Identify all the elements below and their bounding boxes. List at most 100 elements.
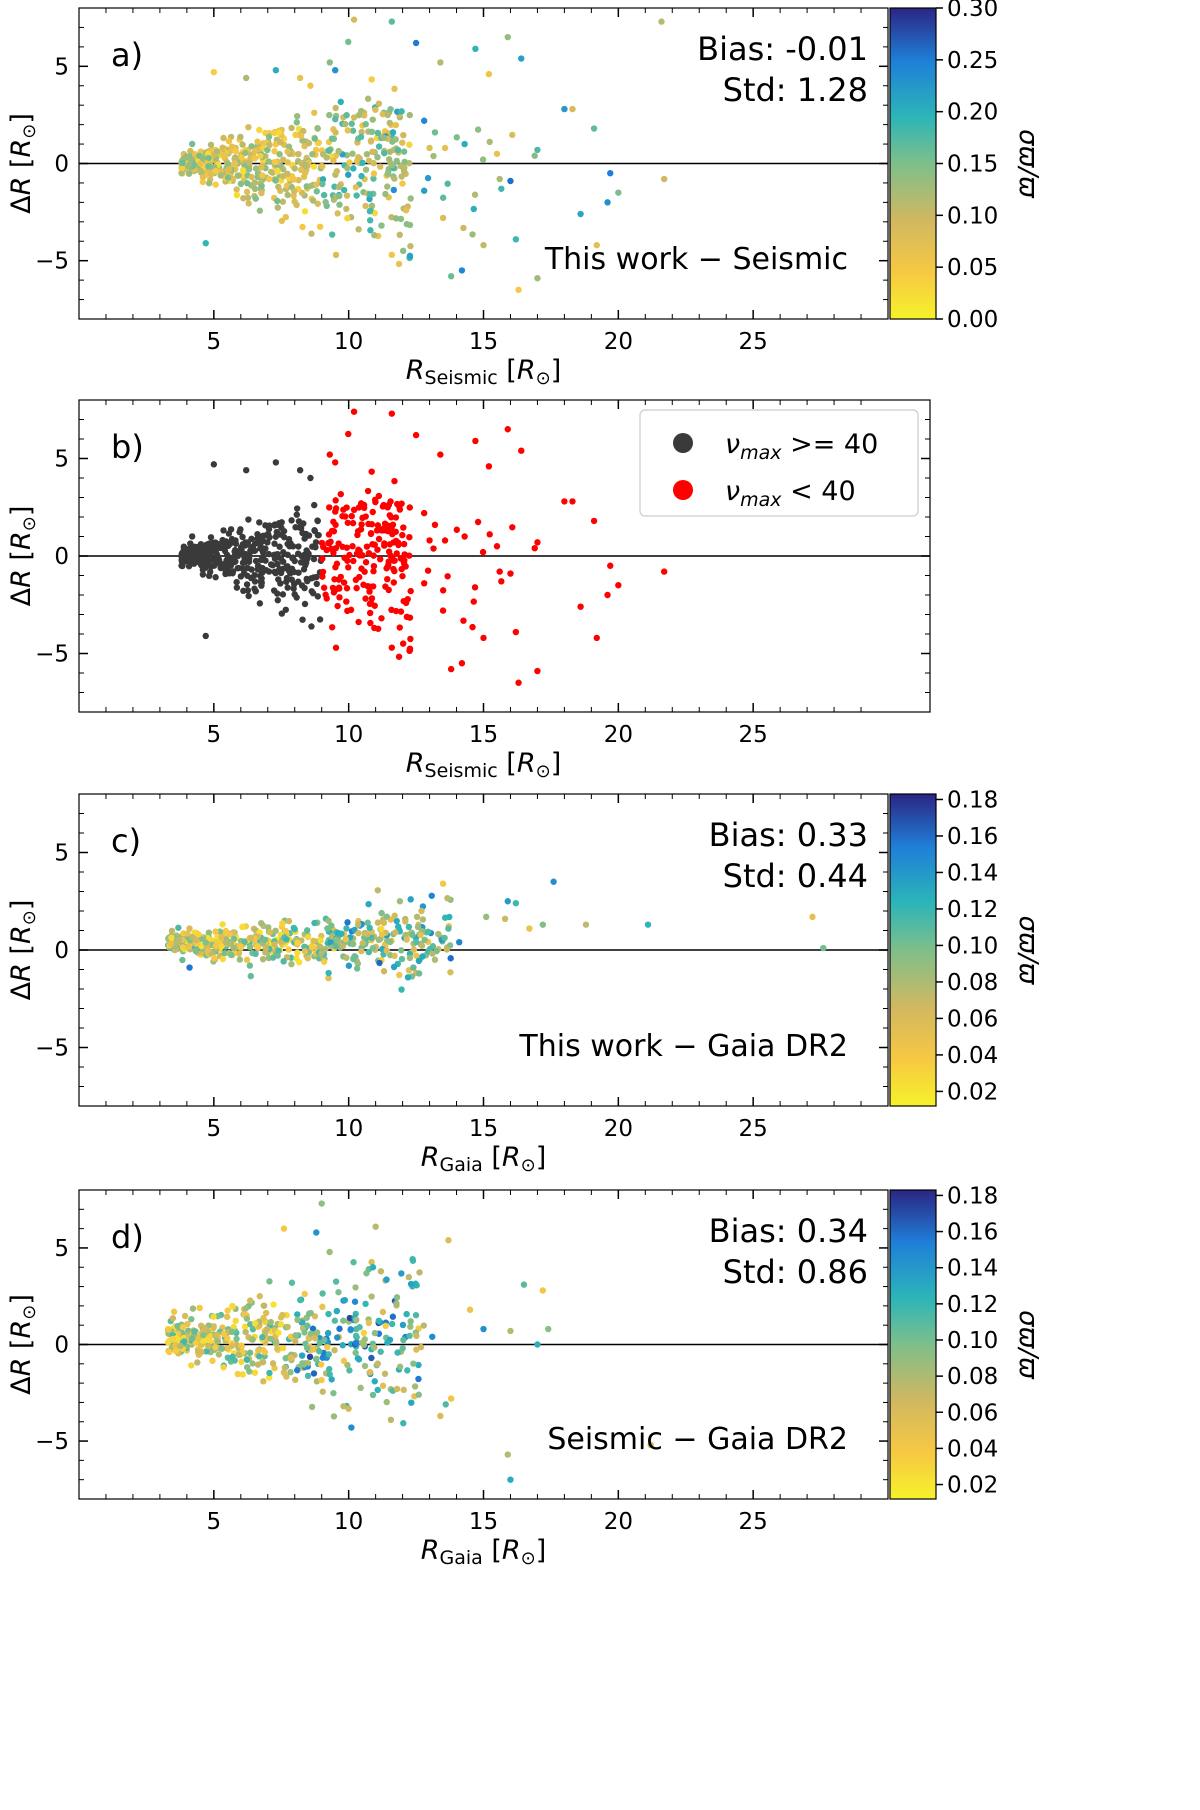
- data-point: [205, 572, 213, 580]
- data-point: [371, 1329, 379, 1337]
- data-point: [174, 1322, 181, 1330]
- data-point: [368, 1293, 375, 1300]
- data-point: [355, 618, 362, 626]
- data-point: [534, 146, 541, 154]
- data-point: [397, 608, 405, 615]
- data-point: [219, 921, 226, 928]
- data-point: [292, 1338, 299, 1345]
- data-point: [211, 954, 218, 962]
- comparison-annotation: This work − Seismic: [544, 242, 848, 277]
- data-point: [441, 537, 449, 544]
- data-point: [399, 180, 406, 187]
- data-point: [179, 944, 187, 951]
- data-point: [339, 1342, 346, 1349]
- data-point: [279, 558, 287, 565]
- data-point: [410, 946, 418, 953]
- data-point: [326, 1371, 333, 1378]
- data-point: [442, 1401, 449, 1408]
- colorbar-label: σϖ/ϖ: [1013, 1310, 1043, 1380]
- y-tick-label: 5: [54, 1236, 69, 1262]
- data-point: [319, 573, 326, 580]
- data-point: [360, 112, 368, 119]
- data-point: [244, 572, 251, 579]
- data-point: [228, 143, 236, 150]
- data-point: [415, 1391, 422, 1398]
- data-point: [383, 1398, 390, 1406]
- data-point: [353, 1316, 360, 1323]
- data-point: [313, 1329, 321, 1336]
- data-point: [273, 1340, 280, 1347]
- data-point: [239, 923, 246, 931]
- data-point: [304, 1372, 312, 1380]
- data-point: [415, 1375, 422, 1383]
- data-point: [310, 555, 318, 563]
- data-point: [357, 1384, 364, 1392]
- data-point: [229, 1353, 236, 1360]
- data-point: [301, 554, 309, 561]
- data-point: [287, 1368, 294, 1376]
- data-point: [246, 552, 253, 559]
- data-point: [453, 526, 461, 533]
- data-point: [270, 1301, 277, 1308]
- data-point: [326, 1248, 333, 1256]
- data-point: [415, 970, 423, 977]
- data-point: [460, 617, 467, 624]
- data-point: [311, 527, 318, 535]
- y-axis-label: ΔR [R⊙]: [6, 506, 40, 607]
- data-point: [207, 1332, 215, 1340]
- data-point: [406, 954, 414, 962]
- data-point: [355, 929, 362, 937]
- data-point: [398, 955, 406, 963]
- data-point: [322, 198, 329, 206]
- data-point: [187, 540, 194, 547]
- data-point: [368, 1354, 375, 1362]
- data-point: [292, 1332, 299, 1339]
- colorbar-tick-label: 0.08: [947, 1364, 998, 1390]
- x-axis-label: RSeismic [R⊙]: [406, 355, 561, 389]
- data-point: [298, 1352, 306, 1359]
- data-point: [820, 944, 827, 952]
- data-point: [210, 1313, 217, 1320]
- data-point: [343, 192, 351, 199]
- data-point: [355, 546, 362, 553]
- data-point: [265, 175, 273, 183]
- data-point: [258, 164, 265, 171]
- data-point: [242, 149, 249, 157]
- data-point: [405, 923, 413, 931]
- data-point: [331, 1346, 338, 1354]
- data-point: [290, 176, 298, 183]
- data-point: [238, 1358, 245, 1366]
- data-point: [424, 567, 432, 574]
- data-point: [209, 1357, 216, 1365]
- data-point: [340, 1317, 347, 1324]
- data-point: [264, 539, 271, 546]
- data-point: [378, 615, 385, 622]
- data-point: [377, 555, 384, 563]
- data-point: [406, 614, 414, 621]
- data-point: [504, 898, 511, 905]
- data-point: [369, 944, 377, 952]
- data-point: [304, 933, 312, 941]
- data-point: [185, 563, 193, 570]
- data-point: [458, 267, 466, 274]
- data-point: [388, 644, 396, 651]
- data-point: [266, 1369, 273, 1377]
- data-point: [386, 541, 394, 548]
- data-point: [207, 171, 215, 178]
- data-point: [400, 524, 407, 531]
- data-point: [215, 1351, 223, 1358]
- data-point: [375, 1317, 382, 1324]
- data-point: [254, 530, 261, 538]
- data-point: [224, 1335, 231, 1342]
- data-point: [179, 552, 186, 559]
- panel-label: c): [111, 822, 141, 860]
- data-point: [526, 925, 533, 932]
- data-point: [166, 1348, 173, 1356]
- data-point: [392, 528, 399, 535]
- data-point: [288, 960, 295, 968]
- data-point: [205, 154, 212, 162]
- data-point: [437, 1412, 444, 1420]
- data-point: [337, 98, 344, 106]
- data-point: [420, 187, 428, 194]
- colorbar-tick-label: 0.30: [947, 0, 998, 22]
